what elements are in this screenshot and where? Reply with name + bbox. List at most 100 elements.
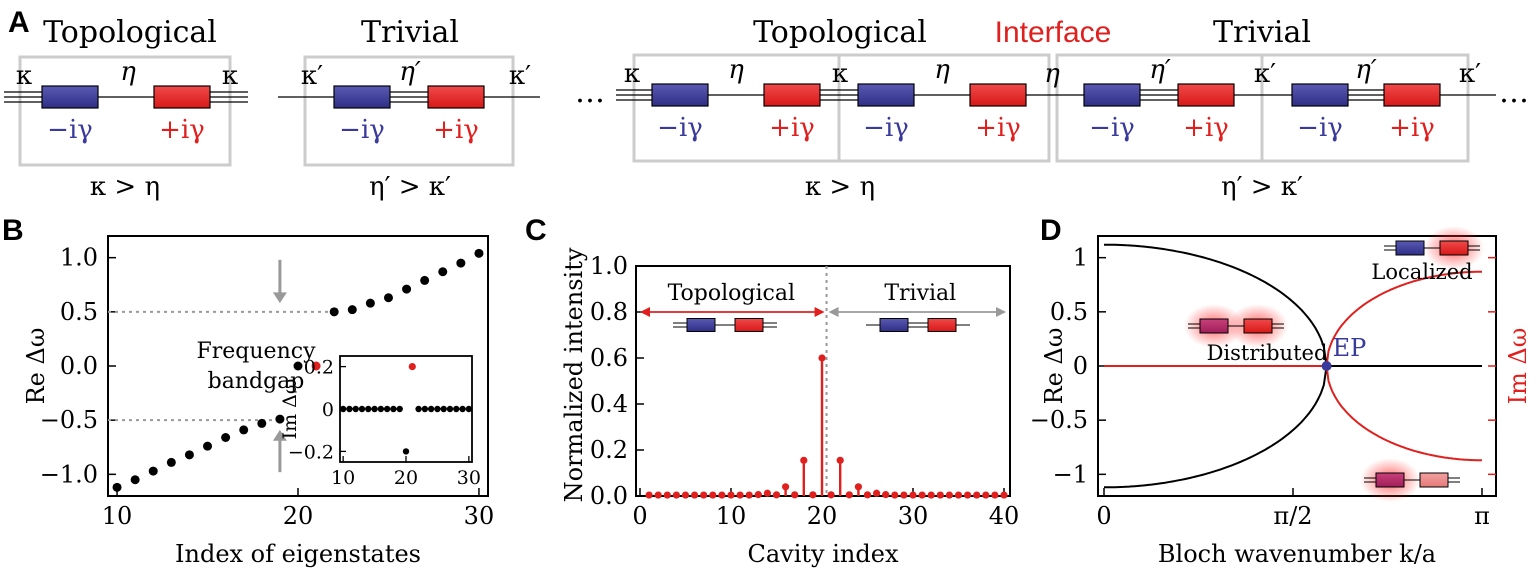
intensity-marker: [736, 491, 744, 499]
inset-point: [427, 405, 435, 413]
y-tick-label: 0.2: [590, 436, 628, 464]
panel-label-b: B: [2, 214, 24, 247]
kappa-label: κ: [624, 59, 640, 89]
condition-topological: κ > η: [90, 172, 160, 202]
inset-point: [415, 405, 422, 413]
trivial-unit-cell: Trivial κ′ η′ κ′ −iγ +iγ η′ > κ′: [278, 15, 540, 202]
exceptional-point-marker: [1321, 361, 1332, 371]
y-tick-label: 1: [1073, 244, 1088, 272]
inset-y-tick-label: −0.2: [288, 441, 334, 463]
y-tick-label: 1.0: [60, 244, 98, 272]
x-tick-label: 40: [989, 502, 1020, 530]
eigenstate-point: [130, 475, 140, 485]
eta-label: η: [934, 55, 950, 85]
right-cavity: [1439, 240, 1469, 256]
localized-label: Localized: [1371, 260, 1472, 284]
x-tick-label: 0: [1096, 502, 1111, 530]
panel-label-a: A: [8, 6, 30, 39]
intensity-marker: [782, 483, 790, 491]
intensity-marker: [854, 483, 863, 491]
gain-label: +iγ: [159, 115, 205, 145]
re-band-upper: [1104, 243, 1328, 367]
intensity-marker: [727, 491, 735, 499]
intensity-marker: [882, 491, 890, 499]
inset-y-tick-label: 0.2: [304, 357, 334, 379]
eigenstate-point: [275, 414, 285, 424]
y-tick-label: 0.5: [1050, 298, 1088, 326]
gain-cavity: [427, 85, 485, 109]
loss-label: −iγ: [657, 113, 703, 143]
inset-y-axis-label: Im Δω: [279, 379, 301, 440]
y-tick-label: −0.5: [1030, 406, 1088, 434]
y-tick-label: −1.0: [40, 460, 98, 488]
left-cavity: [1199, 318, 1229, 334]
intensity-marker: [663, 491, 671, 499]
condition-trivial: η′ > κ′: [369, 172, 451, 202]
intensity-marker: [681, 491, 690, 499]
left-cavity: [1395, 240, 1425, 256]
loss-label: −iγ: [47, 115, 93, 145]
intensity-marker: [845, 491, 853, 499]
x-tick-label: 0: [632, 502, 647, 530]
intensity-marker: [836, 456, 844, 464]
eigenstate-point: [203, 441, 213, 451]
x-tick-label: 30: [898, 502, 929, 530]
eta-prime-label: η′: [399, 57, 421, 87]
kappa-prime-label: κ′: [1459, 59, 1481, 89]
arrow-head: [640, 307, 650, 317]
eigenstate-point: [221, 433, 231, 442]
intensity-marker: [945, 491, 954, 499]
intensity-marker: [863, 491, 872, 499]
chain-trivial-title: Trivial: [1213, 15, 1311, 50]
intensity-marker: [954, 491, 963, 499]
arrow-head: [828, 307, 839, 317]
intensity-marker: [709, 491, 717, 499]
chain-condition-topological: κ > η: [805, 172, 875, 202]
panel-label-c: C: [525, 214, 547, 247]
intensity-marker: [873, 489, 881, 497]
inset-x-tick-label: 30: [457, 467, 481, 489]
gain-label: +iγ: [1389, 113, 1435, 143]
gain-label: +iγ: [433, 115, 479, 145]
eigenstate-point: [257, 418, 267, 428]
eigenstate-point: [456, 258, 466, 268]
inset-y-tick-label: 0: [322, 399, 334, 421]
gain-cavity: [734, 318, 764, 332]
bandgap-label: Frequency: [197, 339, 317, 364]
interface-chain: Topological Interface Trivial … …: [575, 15, 1529, 202]
intensity-marker: [754, 491, 762, 499]
y-tick-label: −0.5: [40, 406, 98, 434]
loss-cavity: [1083, 83, 1141, 107]
inset-point: [402, 448, 410, 455]
intensity-plot: 0.0 0.2 0.4 0.6 0.8 1.0 0 10 20 30 40 Cavity index N…: [560, 247, 1019, 568]
intensity-marker: [927, 491, 935, 499]
kappa-label: κ: [16, 61, 32, 91]
x-axis-label: Cavity index: [748, 540, 899, 568]
gain-cavity: [969, 83, 1027, 107]
intensity-marker: [672, 491, 681, 499]
intensity-marker: [909, 491, 917, 499]
inset-x-tick-label: 20: [394, 467, 418, 489]
arrow-head: [272, 429, 287, 441]
loss-label: −iγ: [1297, 113, 1343, 143]
loss-cavity: [41, 85, 99, 109]
inset-point: [346, 405, 353, 413]
intensity-marker: [700, 491, 708, 499]
distributed-label: Distributed: [1207, 341, 1328, 365]
intensity-marker: [964, 491, 972, 499]
intensity-marker: [800, 456, 808, 464]
exceptional-point-label: EP: [1333, 334, 1367, 362]
arrow-head: [996, 307, 1006, 317]
re-band-lower: [1104, 365, 1328, 489]
interface-state-point: [311, 361, 321, 371]
intensity-marker: [809, 491, 817, 499]
inset-point: [377, 405, 385, 413]
gain-cavity: [1177, 83, 1235, 107]
loss-cavity: [1291, 83, 1349, 107]
chain-condition-trivial: η′ > κ′: [1221, 172, 1303, 202]
eta-prime-label: η′: [1355, 55, 1377, 85]
eta-prime-label: η′: [1149, 55, 1171, 85]
intensity-marker: [745, 491, 753, 499]
eigenstate-point: [329, 307, 339, 317]
arrow-head: [272, 292, 287, 304]
